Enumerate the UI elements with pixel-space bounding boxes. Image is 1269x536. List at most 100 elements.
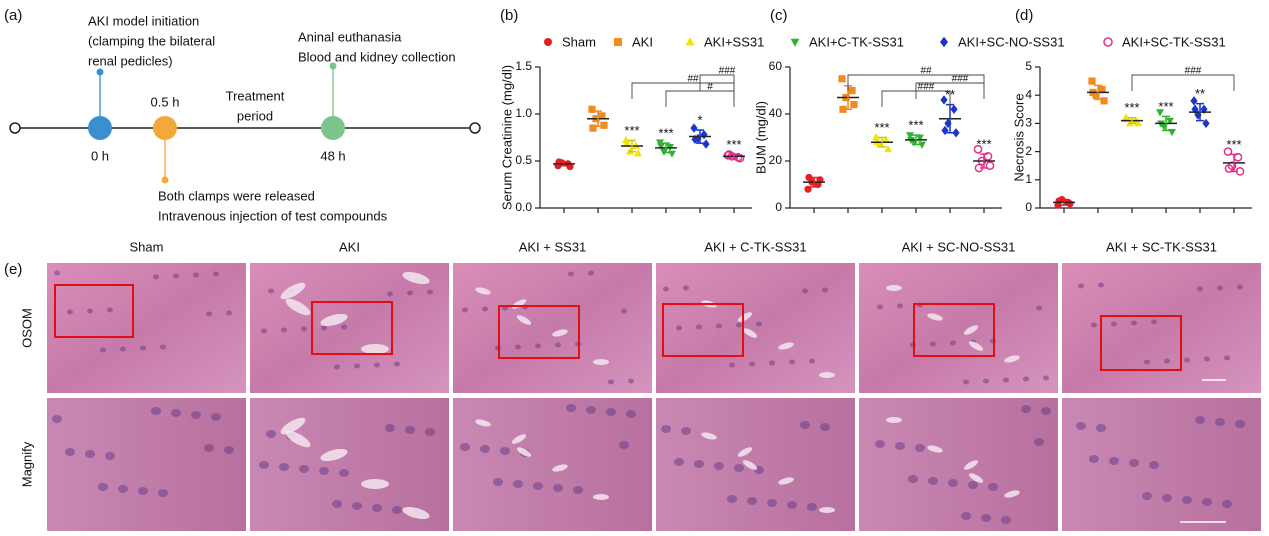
error-bar bbox=[1162, 115, 1170, 132]
nucleus bbox=[352, 502, 362, 510]
nucleus bbox=[553, 484, 563, 492]
nucleus bbox=[1111, 321, 1117, 327]
lumen bbox=[361, 344, 389, 354]
nucleus bbox=[800, 421, 810, 429]
zoom-box bbox=[913, 303, 995, 357]
nucleus bbox=[696, 324, 702, 330]
nucleus bbox=[1149, 461, 1159, 469]
point bbox=[668, 150, 676, 158]
point bbox=[623, 139, 631, 147]
y-tick-label: 0 bbox=[775, 200, 782, 214]
nucleus bbox=[98, 483, 108, 491]
point bbox=[906, 132, 914, 140]
nucleus bbox=[619, 441, 629, 449]
nucleus bbox=[387, 291, 393, 297]
point bbox=[1134, 119, 1142, 127]
point bbox=[1156, 109, 1164, 117]
nucleus bbox=[138, 487, 148, 495]
nucleus bbox=[171, 409, 181, 417]
nucleus bbox=[1091, 322, 1097, 328]
panel-label: (d) bbox=[1015, 7, 1033, 24]
nucleus bbox=[281, 327, 287, 333]
lumen bbox=[927, 445, 943, 453]
column-title: AKI + SC-TK-SS31 bbox=[1106, 239, 1217, 254]
column-title: AKI bbox=[339, 239, 360, 254]
point bbox=[850, 101, 858, 109]
nucleus bbox=[1043, 375, 1049, 381]
y-tick-label: 60 bbox=[769, 59, 783, 73]
legend-label: AKI+C-TK-SS31 bbox=[809, 34, 904, 49]
nucleus bbox=[674, 458, 684, 466]
timeline-node bbox=[153, 116, 177, 140]
nucleus bbox=[206, 311, 212, 317]
significance: *** bbox=[1226, 137, 1241, 152]
nucleus bbox=[988, 483, 998, 491]
lumen bbox=[511, 434, 527, 444]
nucleus bbox=[555, 342, 561, 348]
point bbox=[950, 104, 958, 114]
treatment-text: period bbox=[237, 108, 273, 123]
nucleus bbox=[586, 406, 596, 414]
lumen bbox=[701, 432, 717, 440]
significance: *** bbox=[908, 118, 923, 133]
point bbox=[872, 133, 880, 141]
event-text: renal pedicles) bbox=[88, 53, 173, 68]
point bbox=[634, 149, 642, 157]
nucleus bbox=[153, 274, 159, 280]
y-tick-label: 2 bbox=[1025, 144, 1032, 158]
nucleus bbox=[1021, 405, 1031, 413]
point bbox=[884, 144, 892, 153]
nucleus bbox=[663, 286, 669, 292]
nucleus bbox=[1235, 420, 1245, 428]
nucleus bbox=[681, 427, 691, 435]
y-tick-label: 5 bbox=[1025, 59, 1032, 73]
error-bar bbox=[810, 176, 818, 188]
nucleus bbox=[500, 447, 510, 455]
nucleus bbox=[535, 343, 541, 349]
point bbox=[589, 124, 597, 132]
nucleus bbox=[462, 307, 468, 313]
nucleus bbox=[981, 514, 991, 522]
nucleus bbox=[789, 359, 795, 365]
significance: *** bbox=[624, 123, 639, 138]
lumen bbox=[516, 447, 532, 457]
nucleus bbox=[950, 340, 956, 346]
nucleus bbox=[963, 379, 969, 385]
nucleus bbox=[1144, 359, 1150, 365]
nucleus bbox=[968, 481, 978, 489]
significance: *** bbox=[976, 136, 991, 151]
legend-label: Sham bbox=[562, 34, 596, 49]
tissue-image bbox=[656, 263, 855, 393]
nucleus bbox=[747, 497, 757, 505]
nucleus bbox=[908, 475, 918, 483]
error-bar bbox=[1230, 153, 1238, 173]
nucleus bbox=[716, 323, 722, 329]
comparison-label: ### bbox=[952, 74, 969, 85]
nucleus bbox=[120, 346, 126, 352]
significance: *** bbox=[726, 137, 741, 152]
nucleus bbox=[1023, 376, 1029, 382]
lumen bbox=[1004, 490, 1020, 498]
y-tick-label: 20 bbox=[769, 153, 783, 167]
error-bar bbox=[628, 139, 636, 153]
event-text: Blood and kidney collection bbox=[298, 49, 456, 64]
y-axis-label: Necrosis Score bbox=[1011, 93, 1026, 181]
nucleus bbox=[787, 501, 797, 509]
point bbox=[1103, 37, 1113, 47]
nucleus bbox=[573, 486, 583, 494]
lumen bbox=[737, 312, 753, 322]
error-bar bbox=[1196, 102, 1204, 122]
nucleus bbox=[1237, 284, 1243, 290]
comparison-bracket bbox=[665, 90, 735, 107]
nucleus bbox=[533, 482, 543, 490]
point bbox=[1066, 200, 1074, 208]
nucleus bbox=[85, 450, 95, 458]
nucleus bbox=[749, 361, 755, 367]
nucleus bbox=[513, 480, 523, 488]
event-text: Intravenous injection of test compounds bbox=[158, 208, 388, 223]
nucleus bbox=[515, 344, 521, 350]
comparison-label: ## bbox=[920, 66, 932, 77]
nucleus bbox=[661, 425, 671, 433]
lumen bbox=[361, 479, 389, 489]
lumen bbox=[819, 372, 835, 378]
